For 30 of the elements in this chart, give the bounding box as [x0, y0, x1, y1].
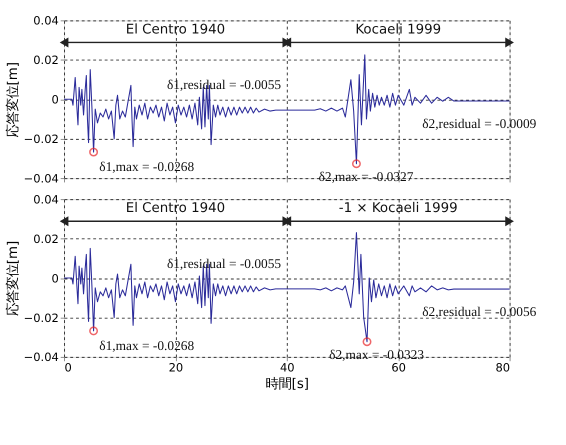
y-tick-label: 0.02 — [33, 232, 59, 246]
y-axis-title: 応答変位[m] — [4, 62, 21, 138]
annotation: δ2,max = -0.0323 — [329, 346, 424, 362]
x-tick-label: 40 — [280, 360, 295, 375]
x-tick-label: 80 — [495, 360, 510, 375]
y-tick-label: 0.04 — [33, 14, 59, 28]
annotation: El Centro 1940 — [126, 22, 226, 38]
y-tick-label: 0.02 — [33, 53, 59, 68]
y-tick-label: −0.02 — [24, 132, 59, 146]
x-axis-title: 時間[s] — [266, 376, 310, 392]
y-tick-label: −0.02 — [24, 310, 59, 325]
x-tick-label: 0 — [64, 360, 72, 375]
annotation: El Centro 1940 — [126, 201, 226, 216]
annotation: δ2,residual = -0.0056 — [422, 304, 537, 319]
annotation: δ2,max = -0.0327 — [318, 168, 414, 184]
y-tick-label: −0.04 — [24, 350, 59, 364]
y-tick-label: 0 — [52, 271, 59, 286]
x-tick-label: 60 — [391, 360, 406, 375]
y-tick-label: 0.04 — [33, 192, 59, 206]
x-tick-label: 20 — [168, 360, 184, 375]
annotation: Kocaeli 1999 — [355, 22, 442, 38]
y-tick-label: −0.04 — [24, 171, 59, 186]
y-tick-label: 0 — [52, 92, 59, 107]
y-axis-title: 応答変位[m] — [4, 240, 21, 316]
annotation: δ1,max = -0.0268 — [99, 159, 194, 174]
annotation: δ1,residual = -0.0055 — [166, 256, 282, 271]
annotation: -1 × Kocaeli 1999 — [338, 201, 458, 216]
annotation: δ1,max = -0.0268 — [99, 338, 194, 353]
annotation: δ2,residual = -0.0009 — [422, 116, 537, 131]
annotation: δ1,residual = -0.0055 — [166, 77, 282, 92]
